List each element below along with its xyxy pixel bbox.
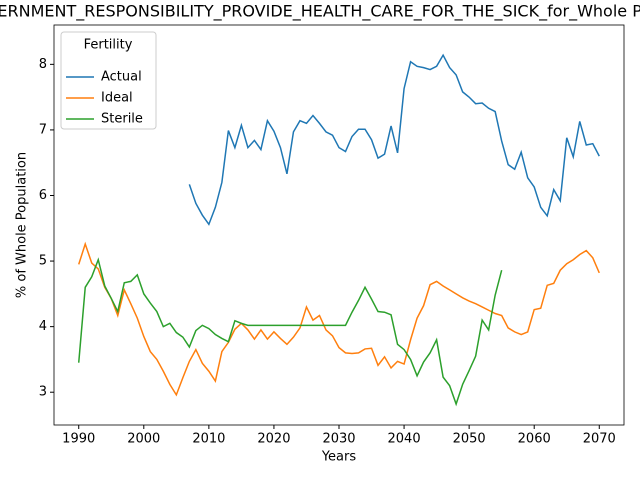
y-tick-label: 4 xyxy=(39,319,47,334)
chart-title: GOVERNMENT_RESPONSIBILITY_PROVIDE_HEALTH… xyxy=(0,2,640,22)
legend-label: Sterile xyxy=(101,112,143,127)
x-tick-label: 2040 xyxy=(388,432,421,447)
y-tick-label: 8 xyxy=(39,57,47,72)
series-line xyxy=(77,257,503,407)
x-axis-label: Years xyxy=(321,450,357,465)
x-tick-label: 2020 xyxy=(257,432,290,447)
y-axis-label: % of Whole Population xyxy=(15,152,30,298)
x-tick-label: 2010 xyxy=(192,432,225,447)
legend-label: Actual xyxy=(101,70,142,85)
legend-box xyxy=(60,31,157,130)
series-line xyxy=(78,241,600,397)
plot-frame xyxy=(53,24,625,426)
legend-title: Fertility xyxy=(84,38,133,53)
y-tick-label: 7 xyxy=(39,122,47,137)
x-tick-label: 2050 xyxy=(453,432,486,447)
x-tick-label: 1990 xyxy=(62,432,95,447)
legend-label: Ideal xyxy=(101,91,133,106)
x-tick-label: 2070 xyxy=(583,432,616,447)
x-tick-label: 2060 xyxy=(518,432,551,447)
x-tick-label: 2000 xyxy=(127,432,160,447)
y-tick-label: 6 xyxy=(39,188,47,203)
series-line xyxy=(188,53,600,226)
x-tick-label: 2030 xyxy=(322,432,355,447)
y-tick-label: 5 xyxy=(39,254,47,269)
y-tick-label: 3 xyxy=(39,385,47,400)
